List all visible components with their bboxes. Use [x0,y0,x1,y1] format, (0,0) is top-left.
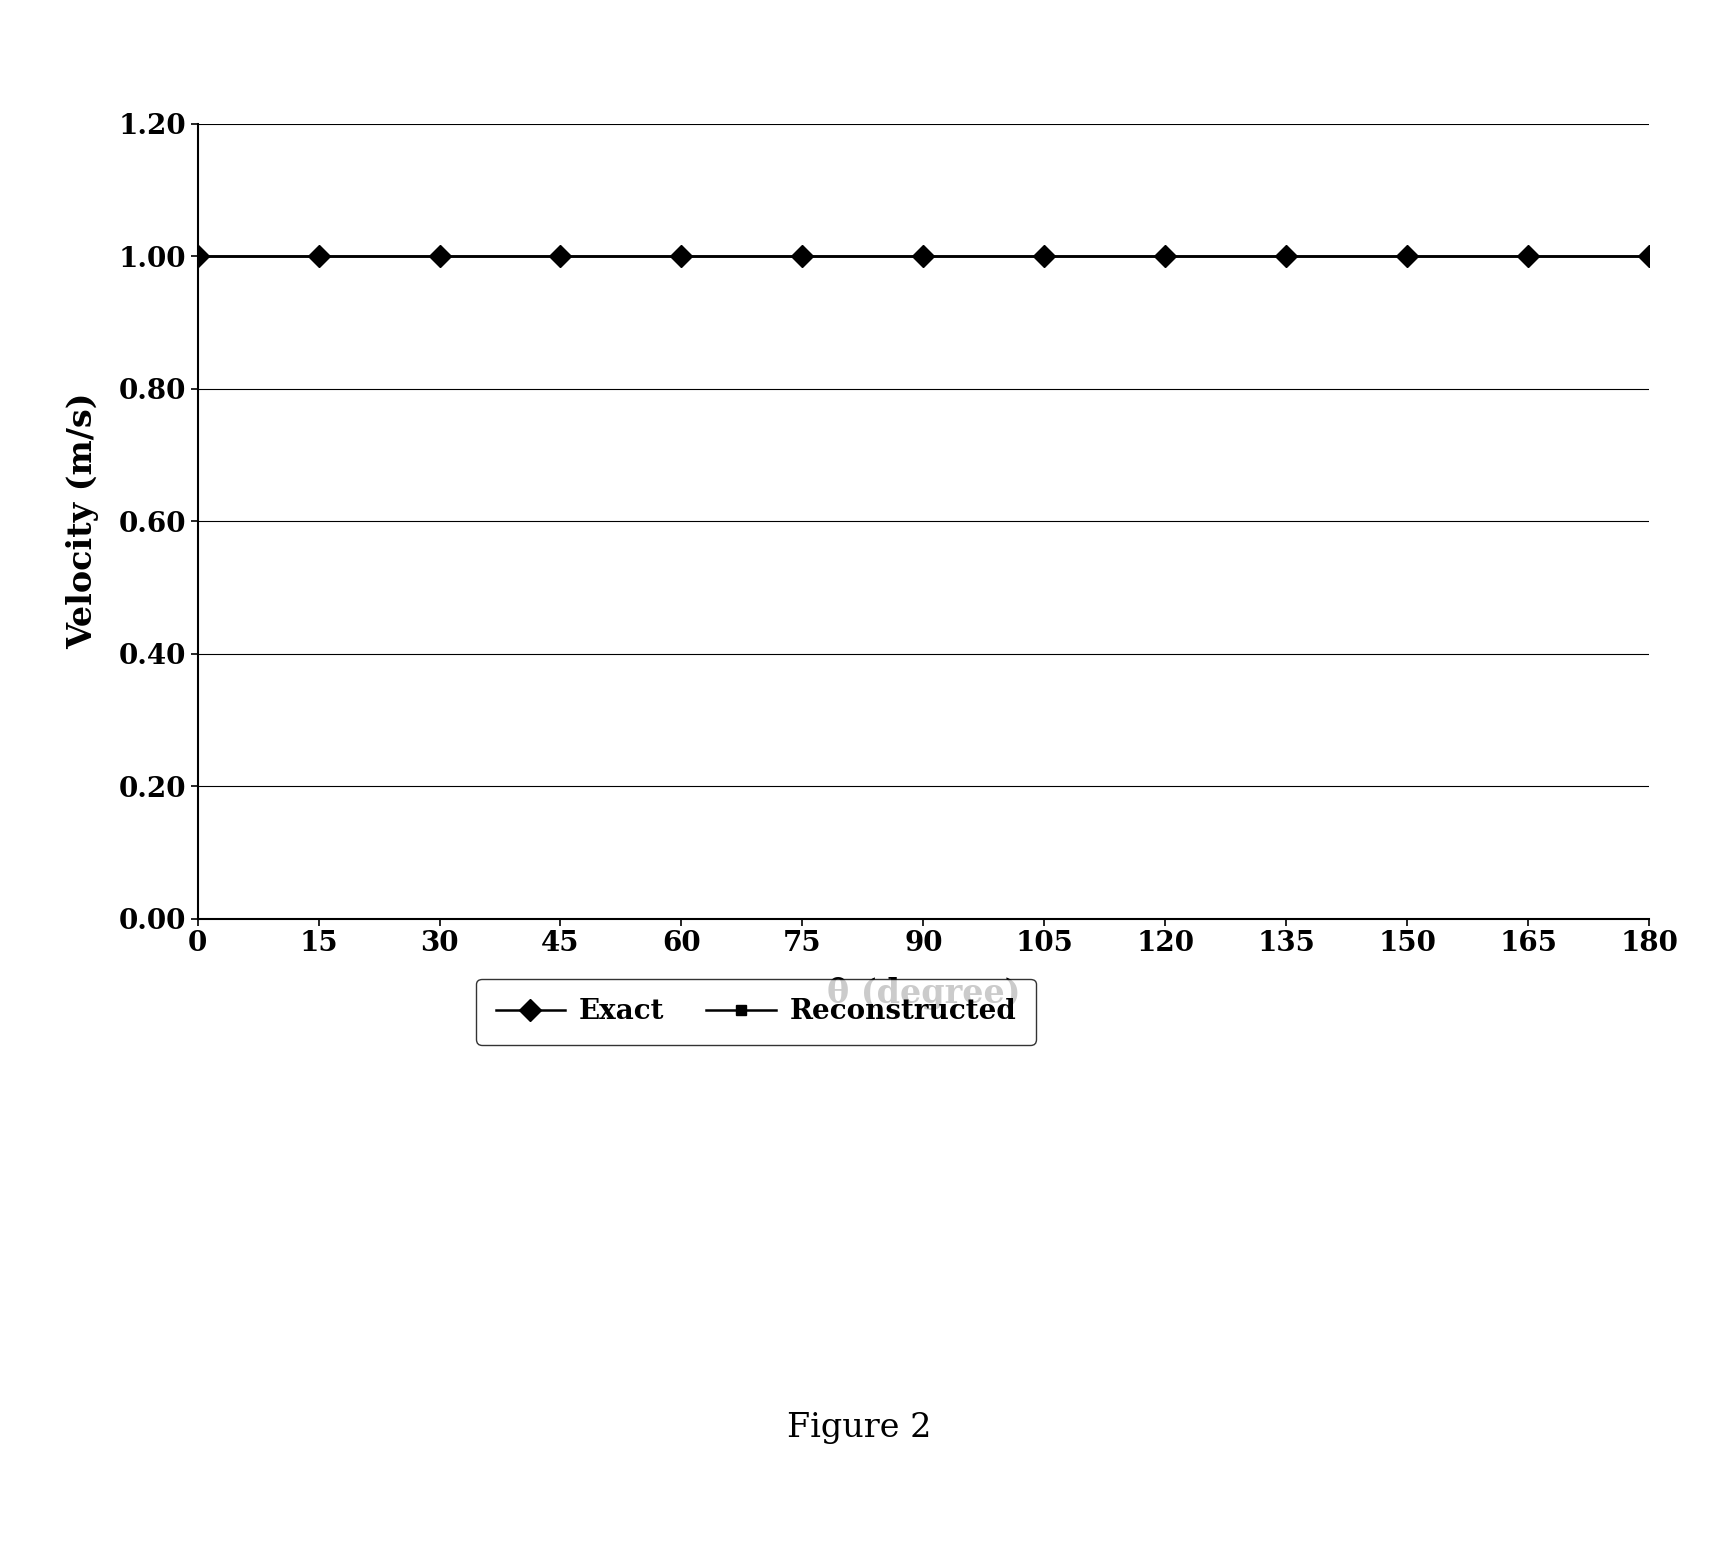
Exact [914,247,935,266]
Exact [1639,247,1660,266]
X-axis label: θ (degree): θ (degree) [826,977,1020,1010]
Exact [308,247,328,266]
Reconstructed [1154,247,1175,266]
Exact [1154,247,1175,266]
Exact [1397,247,1417,266]
Reconstructed [550,247,570,266]
Y-axis label: Velocity (m/s): Velocity (m/s) [65,392,98,650]
Exact [1519,247,1539,266]
Reconstructed [914,247,935,266]
Exact [187,247,208,266]
Line: Exact: Exact [191,249,1656,264]
Reconstructed [672,247,692,266]
Reconstructed [187,247,208,266]
Reconstructed [308,247,328,266]
Exact [672,247,692,266]
Line: Reconstructed: Reconstructed [192,252,1654,261]
Reconstructed [1034,247,1055,266]
Legend: Exact, Reconstructed: Exact, Reconstructed [476,979,1036,1045]
Exact [1034,247,1055,266]
Reconstructed [1519,247,1539,266]
Text: Figure 2: Figure 2 [787,1413,931,1444]
Exact [1276,247,1297,266]
Reconstructed [1639,247,1660,266]
Reconstructed [1276,247,1297,266]
Reconstructed [1397,247,1417,266]
Exact [430,247,450,266]
Exact [792,247,813,266]
Reconstructed [430,247,450,266]
Reconstructed [792,247,813,266]
Exact [550,247,570,266]
